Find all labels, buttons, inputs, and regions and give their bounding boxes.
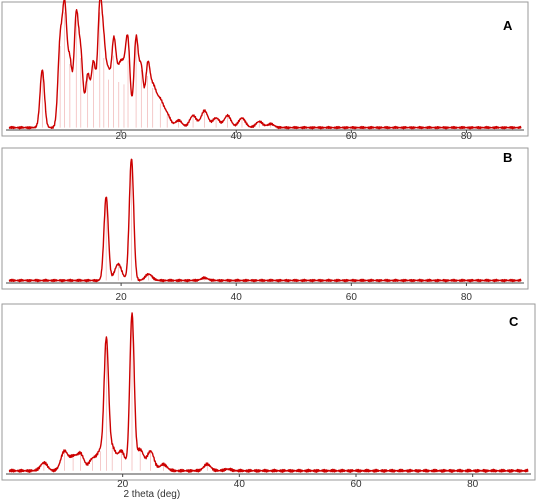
panel-c-frame xyxy=(1,303,536,481)
panel-a-tick-label: 20 xyxy=(116,131,128,142)
panel-a-trace xyxy=(8,0,522,130)
panel-a-frame xyxy=(1,1,529,137)
x-axis-title: 2 theta (deg) xyxy=(123,489,180,500)
panel-c: 20 40 60 80 C 2 theta (deg) xyxy=(1,303,536,500)
panel-a-tick-label: 40 xyxy=(231,131,243,142)
panel-b-trace xyxy=(8,158,522,283)
panel-c-trace xyxy=(8,312,529,473)
panel-b-label: B xyxy=(503,150,512,165)
panel-b-frame xyxy=(1,147,529,290)
panel-a-tick-label: 60 xyxy=(346,131,358,142)
panel-b-tick-label: 60 xyxy=(346,292,358,303)
panel-a-tick-label: 80 xyxy=(461,131,473,142)
panel-a-label: A xyxy=(503,18,513,33)
panel-b: 20 40 60 80 B xyxy=(1,147,529,303)
panel-b-tick-label: 20 xyxy=(116,292,128,303)
panel-c-tick-label: 20 xyxy=(117,479,129,490)
panel-c-tick-label: 60 xyxy=(350,479,362,490)
panel-b-tick-label: 40 xyxy=(231,292,243,303)
panel-c-tick-label: 40 xyxy=(234,479,246,490)
panel-c-label: C xyxy=(509,314,519,329)
panel-a: 20 40 60 80 A xyxy=(1,0,529,142)
panel-b-tick-label: 80 xyxy=(461,292,473,303)
panel-c-tick-label: 80 xyxy=(467,479,479,490)
